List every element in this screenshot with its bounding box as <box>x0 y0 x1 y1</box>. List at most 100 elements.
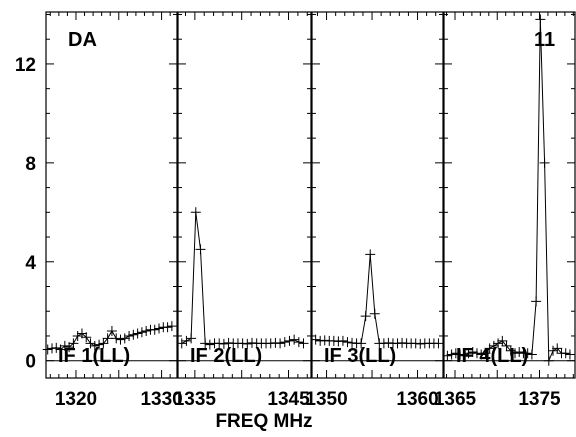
data-point <box>369 308 380 319</box>
data-point <box>433 338 444 349</box>
panel-label: IF 3(LL) <box>324 345 396 367</box>
data-point <box>190 207 201 218</box>
data-point <box>480 348 491 359</box>
data-point <box>543 355 554 366</box>
data-point <box>293 337 304 348</box>
spectrum-line <box>447 19 571 361</box>
data-point <box>484 343 495 354</box>
data-point <box>119 333 130 344</box>
data-point <box>154 323 165 334</box>
data-point <box>289 334 300 345</box>
data-point <box>509 348 520 359</box>
data-point <box>471 348 482 359</box>
panel: 1335 1345 IF 2(LL) <box>174 12 311 410</box>
data-point <box>176 338 187 349</box>
data-point <box>141 326 152 337</box>
x-tick-label: 1320 <box>55 389 97 410</box>
data-point <box>68 338 79 349</box>
data-point <box>275 338 286 349</box>
x-tick-label: 1365 <box>434 389 477 410</box>
data-point <box>279 337 290 348</box>
data-point <box>284 335 295 346</box>
data-point <box>476 349 487 360</box>
data-point <box>166 321 177 332</box>
data-point <box>535 14 546 25</box>
data-point <box>204 339 215 350</box>
panel-frame <box>311 11 444 379</box>
spectrum-line <box>315 254 439 345</box>
top-right-label: 11 <box>534 29 555 51</box>
data-point <box>111 333 122 344</box>
data-point <box>98 338 109 349</box>
data-point <box>106 326 117 337</box>
panel-label: IF 4(LL) <box>456 345 528 367</box>
data-point <box>337 335 348 346</box>
data-point <box>89 340 100 351</box>
data-point <box>298 338 309 349</box>
x-axis-title: FREQ MHz <box>215 411 312 432</box>
top-left-label: DA <box>68 29 97 51</box>
spectrum-line <box>181 212 304 346</box>
data-point <box>442 350 453 361</box>
data-point <box>186 333 197 344</box>
data-point <box>102 333 113 344</box>
data-point <box>446 349 457 360</box>
data-point <box>132 328 143 339</box>
data-point <box>85 338 96 349</box>
data-point <box>59 340 70 351</box>
data-point <box>360 311 371 322</box>
panel-frame <box>45 11 178 379</box>
data-point <box>136 327 147 338</box>
data-point <box>42 344 53 355</box>
y-tick-label: 8 <box>25 154 36 175</box>
y-tick-label: 12 <box>15 55 36 76</box>
data-point <box>310 334 321 345</box>
data-point <box>455 349 466 360</box>
data-point <box>356 338 367 349</box>
y-axis: 0 4 8 12 <box>15 55 37 373</box>
x-tick-label: 1345 <box>267 389 310 410</box>
x-tick-label: 1360 <box>396 389 438 410</box>
data-point <box>200 338 211 349</box>
data-point <box>514 347 525 358</box>
data-point <box>501 340 512 351</box>
data-point <box>94 339 105 350</box>
data-point <box>72 330 83 341</box>
panel: 1350 1360 IF 3(LL) <box>305 12 444 410</box>
panel-label: IF 1(LL) <box>58 345 130 367</box>
panel: 1320 1330 IF 1(LL) <box>42 12 183 410</box>
data-point <box>505 345 516 356</box>
x-tick-label: 1330 <box>140 389 182 410</box>
data-point <box>450 348 461 359</box>
panel: 1365 1375 IF 4(LL) <box>434 12 575 410</box>
data-point <box>539 157 550 168</box>
data-point <box>128 329 139 340</box>
x-tick-label: 1375 <box>518 389 561 410</box>
y-tick-label: 4 <box>25 253 36 274</box>
data-point <box>463 348 474 359</box>
data-point <box>564 349 575 360</box>
panel-frame <box>177 11 312 379</box>
data-point <box>497 335 508 346</box>
data-point <box>242 338 253 349</box>
y-tick-label: 0 <box>25 352 36 373</box>
data-point <box>81 332 92 343</box>
data-point <box>149 324 160 335</box>
data-point <box>548 345 559 356</box>
data-point <box>488 340 499 351</box>
x-tick-label: 1350 <box>305 389 347 410</box>
data-point <box>342 337 353 348</box>
data-point <box>365 249 376 260</box>
panel-label: IF 2(LL) <box>190 345 262 367</box>
panel-frame <box>443 11 576 379</box>
data-point <box>162 322 173 333</box>
data-point <box>552 343 563 354</box>
data-point <box>493 338 504 349</box>
data-point <box>115 334 126 345</box>
panel-traces: 1320 1330 IF 1(LL) 1335 1345 IF 2(LL) 1350 1360… <box>42 12 575 410</box>
data-point <box>218 338 229 349</box>
data-point <box>531 296 542 307</box>
data-point <box>560 348 571 359</box>
